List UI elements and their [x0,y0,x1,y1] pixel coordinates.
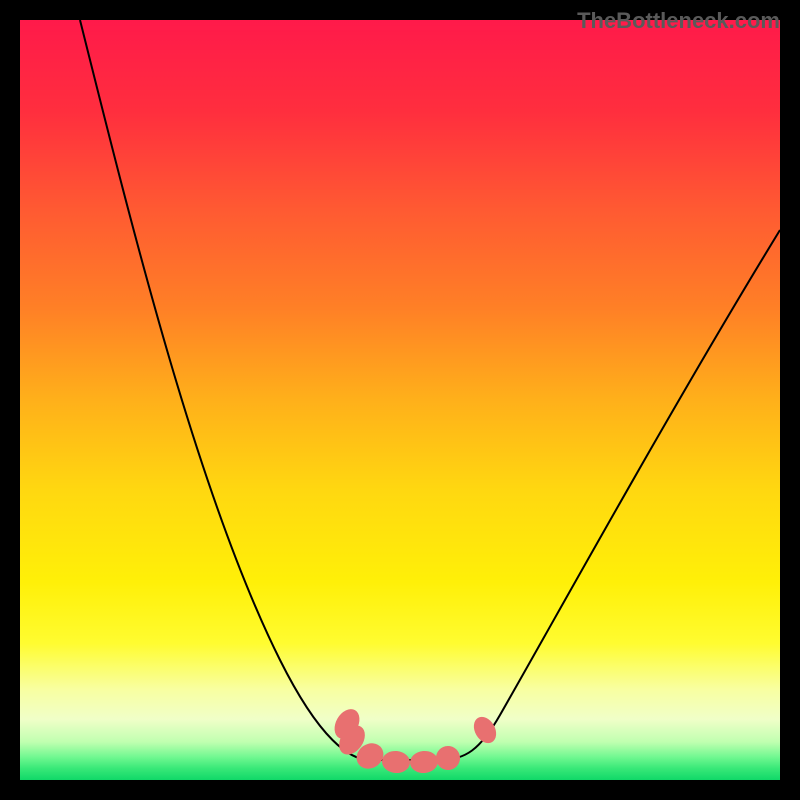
watermark-text: TheBottleneck.com [577,8,780,34]
bottleneck-chart: TheBottleneck.com [0,0,800,800]
plot-area [20,20,780,780]
gradient-background [20,20,780,780]
